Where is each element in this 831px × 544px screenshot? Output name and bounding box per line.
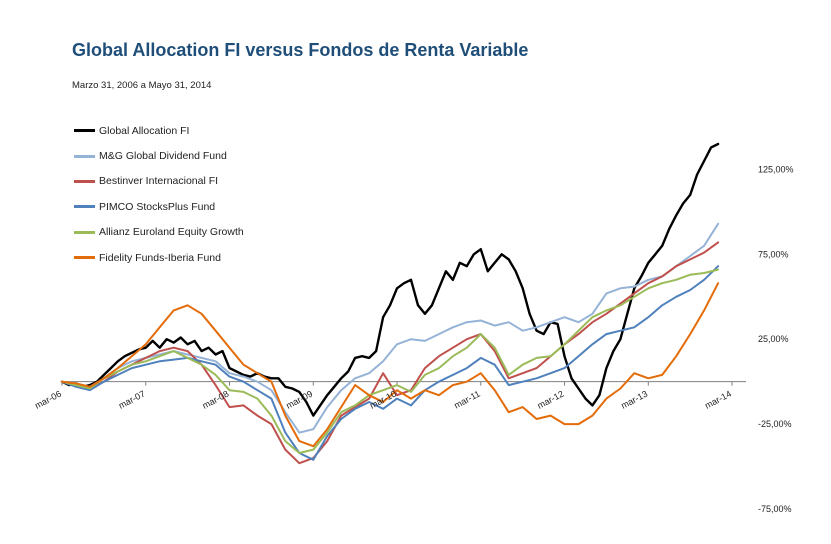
series-line bbox=[61, 265, 720, 461]
series-line bbox=[60, 142, 720, 417]
x-tick-label: mar-06 bbox=[33, 389, 63, 411]
x-tick-label: mar-07 bbox=[117, 389, 147, 411]
legend-label: Fidelity Funds-Iberia Fund bbox=[99, 251, 221, 264]
series-line bbox=[61, 282, 720, 448]
axis-layer bbox=[61, 381, 746, 386]
y-tick-label: 75,00% bbox=[758, 249, 789, 259]
legend-swatch bbox=[74, 205, 95, 209]
x-tick-label: mar-13 bbox=[619, 389, 649, 411]
legend-item: Bestinver Internacional FI bbox=[74, 169, 244, 194]
x-tick-label: mar-08 bbox=[201, 389, 231, 411]
x-tick-label: mar-14 bbox=[703, 389, 733, 411]
legend-item: PIMCO StocksPlus Fund bbox=[74, 194, 244, 219]
legend-swatch bbox=[74, 230, 95, 234]
y-tick-label: 125,00% bbox=[758, 164, 794, 174]
legend-swatch bbox=[74, 154, 95, 158]
legend-label: PIMCO StocksPlus Fund bbox=[99, 200, 216, 213]
chart-legend: Global Allocation FI M&G Global Dividend … bbox=[74, 118, 244, 270]
legend-item: Allianz Euroland Equity Growth bbox=[74, 220, 244, 245]
x-tick-label: mar-12 bbox=[536, 389, 566, 411]
series-line bbox=[61, 241, 720, 465]
series-layer bbox=[60, 142, 720, 465]
legend-swatch bbox=[74, 129, 95, 133]
legend-swatch bbox=[74, 256, 95, 260]
legend-label: M&G Global Dividend Fund bbox=[99, 150, 227, 163]
chart-subtitle: Marzo 31, 2006 a Mayo 31, 2014 bbox=[72, 80, 212, 91]
x-tick-label: mar-11 bbox=[452, 389, 481, 411]
legend-item: Fidelity Funds-Iberia Fund bbox=[74, 245, 244, 270]
y-tick-label: -75,00% bbox=[758, 504, 792, 514]
legend-label: Global Allocation FI bbox=[99, 124, 190, 137]
y-tick-label: 25,00% bbox=[758, 334, 789, 344]
series-line bbox=[61, 268, 720, 454]
legend-label: Allianz Euroland Equity Growth bbox=[99, 226, 244, 239]
y-tick-label: -25,00% bbox=[758, 419, 792, 429]
legend-swatch bbox=[74, 179, 95, 183]
chart-title: Global Allocation FI versus Fondos de Re… bbox=[72, 40, 529, 60]
legend-label: Bestinver Internacional FI bbox=[99, 175, 219, 188]
legend-item: M&G Global Dividend Fund bbox=[74, 143, 244, 168]
legend-item: Global Allocation FI bbox=[74, 118, 244, 143]
